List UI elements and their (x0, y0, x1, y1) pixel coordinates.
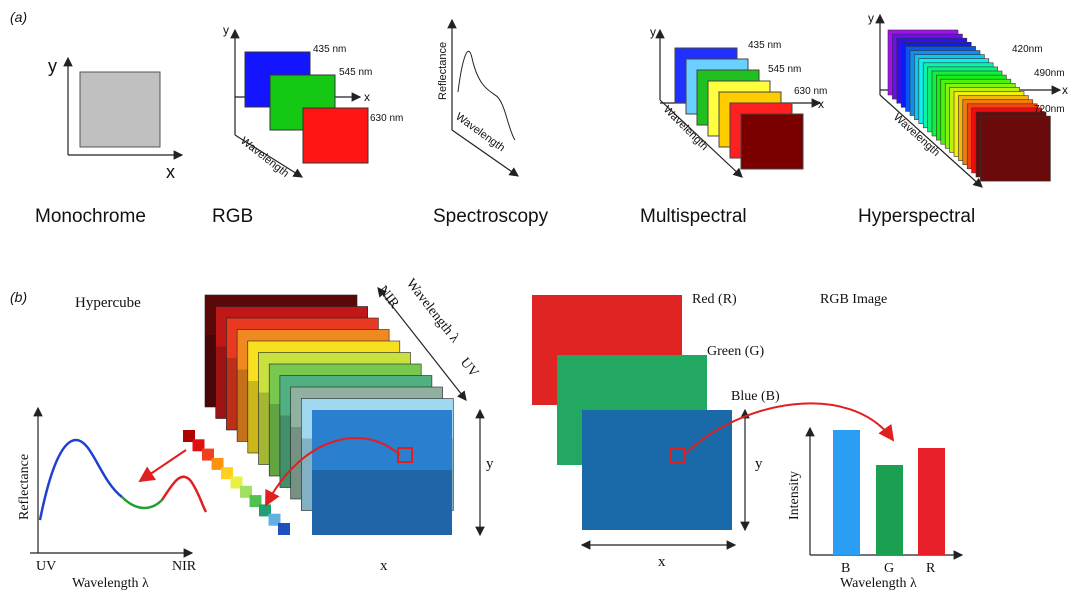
axis-label: UV (457, 355, 481, 380)
axis-label: Wavelength λ (840, 576, 917, 590)
panel-label: (b) (10, 289, 27, 305)
axis-label: y (650, 25, 656, 39)
caption: Hyperspectral (858, 206, 975, 227)
category-label: G (884, 561, 894, 576)
caption: Spectroscopy (433, 206, 549, 227)
intensity-chart: Intensity B G R Wavelength λ (787, 428, 962, 590)
axis-label: y (868, 11, 874, 25)
monochrome: y x Monochrome (35, 56, 182, 227)
channel-label: Green (G) (707, 344, 764, 359)
panel-label: (a) (10, 9, 27, 25)
curve (122, 497, 162, 508)
shade (312, 470, 452, 535)
band-layer (980, 116, 1050, 181)
axis-label: UV (36, 559, 56, 574)
caption: Multispectral (640, 206, 747, 227)
band-label: 545 nm (339, 67, 372, 78)
axis-label: Wavelength (453, 111, 507, 155)
axis-label: Wavelength (238, 135, 291, 180)
curve (162, 477, 206, 512)
band-label: 420nm (1012, 44, 1043, 55)
axis-label: Reflectance (437, 42, 449, 100)
title: Hypercube (75, 295, 141, 311)
shape (833, 430, 860, 555)
curve (40, 440, 122, 520)
shape (918, 448, 945, 555)
band-label: 490nm (1034, 68, 1065, 79)
reflectance-plot: Reflectance UV NIR Wavelength λ (17, 408, 206, 590)
spectroscopy: Reflectance Wavelength Spectroscopy (433, 20, 549, 227)
axis-label: Intensity (787, 471, 802, 520)
band-layer (741, 114, 803, 169)
axis-label: Wavelength λ (72, 576, 149, 590)
band-label: 545 nm (768, 64, 801, 75)
axis-label: x (818, 97, 824, 111)
hypercube (205, 295, 453, 535)
axis-label: x (364, 90, 370, 104)
axis-label: y (755, 456, 763, 472)
shape (582, 410, 732, 530)
axis-label: NIR (172, 559, 197, 574)
axis-label: Wavelength λ (403, 276, 462, 346)
pixel (278, 523, 290, 535)
caption: Monochrome (35, 206, 146, 227)
axis-label: x (1062, 83, 1068, 97)
figure: (a) y x Monochrome y x Wavelength 435 nm… (0, 0, 1084, 590)
channel-label: Red (R) (692, 292, 737, 307)
band-label: 630 nm (370, 113, 403, 124)
channel-label: Blue (B) (731, 389, 780, 404)
shape (80, 72, 160, 147)
hyperspectral: y x Wavelength Hyperspectral 420nm490nm7… (858, 11, 1068, 227)
band-label: 630 nm (794, 86, 827, 97)
axis-label: x (658, 554, 666, 570)
axis-label: x (166, 162, 175, 182)
shape (876, 465, 903, 555)
axis-label: y (223, 23, 229, 37)
category-label: B (841, 561, 850, 576)
axis-line (140, 450, 186, 481)
shape (303, 108, 368, 163)
axis-label: Reflectance (17, 454, 32, 520)
axis-label: x (380, 558, 388, 574)
axis-label: y (486, 456, 494, 472)
axis-label: NIR (375, 283, 402, 312)
rgb: y x Wavelength 435 nm 545 nm 630 nm RGB (212, 23, 403, 227)
axis-label: y (48, 56, 57, 76)
caption: RGB (212, 206, 253, 227)
band-label: 435 nm (748, 40, 781, 51)
category-label: R (926, 561, 936, 576)
title: RGB Image (820, 292, 887, 307)
band-label: 720nm (1034, 104, 1065, 115)
band-label: 435 nm (313, 44, 346, 55)
